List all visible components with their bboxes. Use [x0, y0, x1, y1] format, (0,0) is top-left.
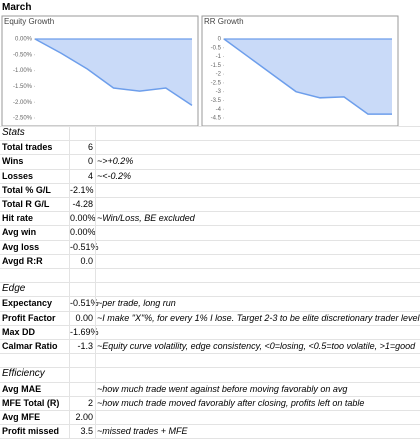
- section-header: Stats: [2, 127, 25, 138]
- grid-line: [0, 310, 420, 312]
- y-tick-label: -1.00%: [13, 68, 33, 74]
- y-tick-label: -3: [216, 89, 222, 95]
- y-tick-label: 0.00%: [15, 37, 33, 43]
- y-tick-label: -3.5: [211, 98, 222, 104]
- charts: Equity Growth 0.00% -0.50% -1.00% -1.50% -2.0…: [1, 15, 399, 127]
- row-label: Profit missed: [2, 426, 60, 437]
- grid-line: [95, 126, 96, 438]
- y-tick-label: -2.5: [211, 80, 222, 86]
- line: [223, 38, 392, 115]
- y-tick-label: 0: [218, 37, 222, 43]
- grid-line: [0, 182, 420, 184]
- row-note: ~how much trade moved favorably after cl…: [97, 397, 365, 408]
- row-value: -1.3: [77, 341, 93, 351]
- grid-line: [0, 225, 420, 227]
- grid-line: [0, 381, 420, 383]
- y-tick-label: -2: [216, 72, 222, 78]
- grid-line: [69, 126, 70, 438]
- grid-line: [0, 126, 420, 127]
- row-value: -0.51%: [70, 241, 99, 252]
- row-label: Avg win: [2, 227, 37, 238]
- grid-line: [0, 395, 420, 397]
- row-value: 6: [87, 142, 93, 153]
- row-label: Wins: [2, 156, 24, 167]
- row-label: Hit rate: [2, 213, 34, 224]
- y-tick-label: -1: [216, 54, 222, 60]
- row-note: ~per trade, long run: [97, 298, 176, 309]
- y-tick-label: -4: [216, 107, 222, 113]
- sheet-title: March: [2, 2, 32, 13]
- area: [224, 39, 392, 115]
- grid-line: [0, 282, 420, 284]
- grid-line: [0, 339, 420, 340]
- row-value: 0.00: [75, 312, 93, 323]
- row-value: -1.69%: [70, 326, 99, 337]
- grid-line: [0, 268, 420, 269]
- row-value: -0.51%: [70, 298, 99, 309]
- row-value: 2: [87, 397, 93, 408]
- section-header: Efficiency: [2, 368, 45, 380]
- row-note: ~how much trade went against before movi…: [97, 383, 348, 394]
- grid-line: [0, 154, 420, 156]
- row-label: MFE Total (R): [2, 397, 60, 408]
- row-label: Avgd R:R: [2, 255, 43, 266]
- row-note: ~<-0.2%: [97, 170, 132, 181]
- grid-line: [0, 197, 420, 198]
- row-note: ~missed trades + MFE: [97, 426, 188, 437]
- row-label: Avg MAE: [2, 383, 42, 394]
- chart-title: Equity Growth: [4, 17, 54, 26]
- grid-line: [0, 296, 420, 298]
- row-label: Calmar Ratio: [2, 341, 58, 351]
- row-label: Total R G/L: [2, 199, 50, 209]
- section-header: Edge: [2, 283, 26, 295]
- row-note: ~I make "X"%, for every 1% I lose. Targe…: [97, 312, 420, 323]
- row-value: 0.00%: [70, 213, 96, 224]
- row-value: 2.00: [75, 412, 93, 422]
- row-note: ~>+0.2%: [97, 156, 134, 167]
- grid-line: [0, 424, 420, 426]
- row-value: -4.28: [72, 199, 93, 209]
- line: [34, 38, 193, 106]
- grid-line: [0, 239, 420, 241]
- y-tick-label: -2.50%: [13, 116, 33, 122]
- grid-line: [0, 367, 420, 369]
- y-tick-label: -1.5: [211, 63, 222, 69]
- row-value: 3.5: [80, 426, 93, 437]
- area: [35, 39, 192, 106]
- chart-title: RR Growth: [204, 17, 244, 26]
- grid-line: [0, 140, 420, 142]
- row-value: 4: [87, 170, 93, 181]
- row-value: -2.1%: [70, 184, 94, 195]
- grid-line: [0, 353, 420, 355]
- grid-line: [0, 168, 420, 170]
- y-tick-label: -0.50%: [13, 52, 33, 58]
- grid-line: [0, 253, 420, 255]
- y-tick-label: -4.5: [211, 116, 222, 122]
- row-label: Losses: [2, 170, 34, 181]
- row-label: Avg MFE: [2, 412, 41, 422]
- grid-line: [0, 410, 420, 411]
- y-tick-label: -1.50%: [13, 84, 33, 90]
- row-note: ~Win/Loss, BE excluded: [97, 213, 195, 224]
- row-label: Total trades: [2, 142, 53, 153]
- row-label: Max DD: [2, 326, 36, 337]
- row-label: Profit Factor: [2, 312, 56, 323]
- row-value: 0: [87, 156, 93, 167]
- row-note: ~Equity curve volatility, edge consisten…: [97, 341, 416, 351]
- y-tick-label: -0.5: [211, 45, 222, 51]
- row-label: Avg loss: [2, 241, 40, 252]
- grid-line: [0, 324, 420, 326]
- grid-line: [0, 211, 420, 213]
- row-value: 0.0: [80, 255, 93, 266]
- y-tick-label: -2.00%: [13, 100, 33, 106]
- row-value: 0.00%: [70, 227, 96, 238]
- row-label: Expectancy: [2, 298, 53, 309]
- row-label: Total % G/L: [2, 184, 51, 195]
